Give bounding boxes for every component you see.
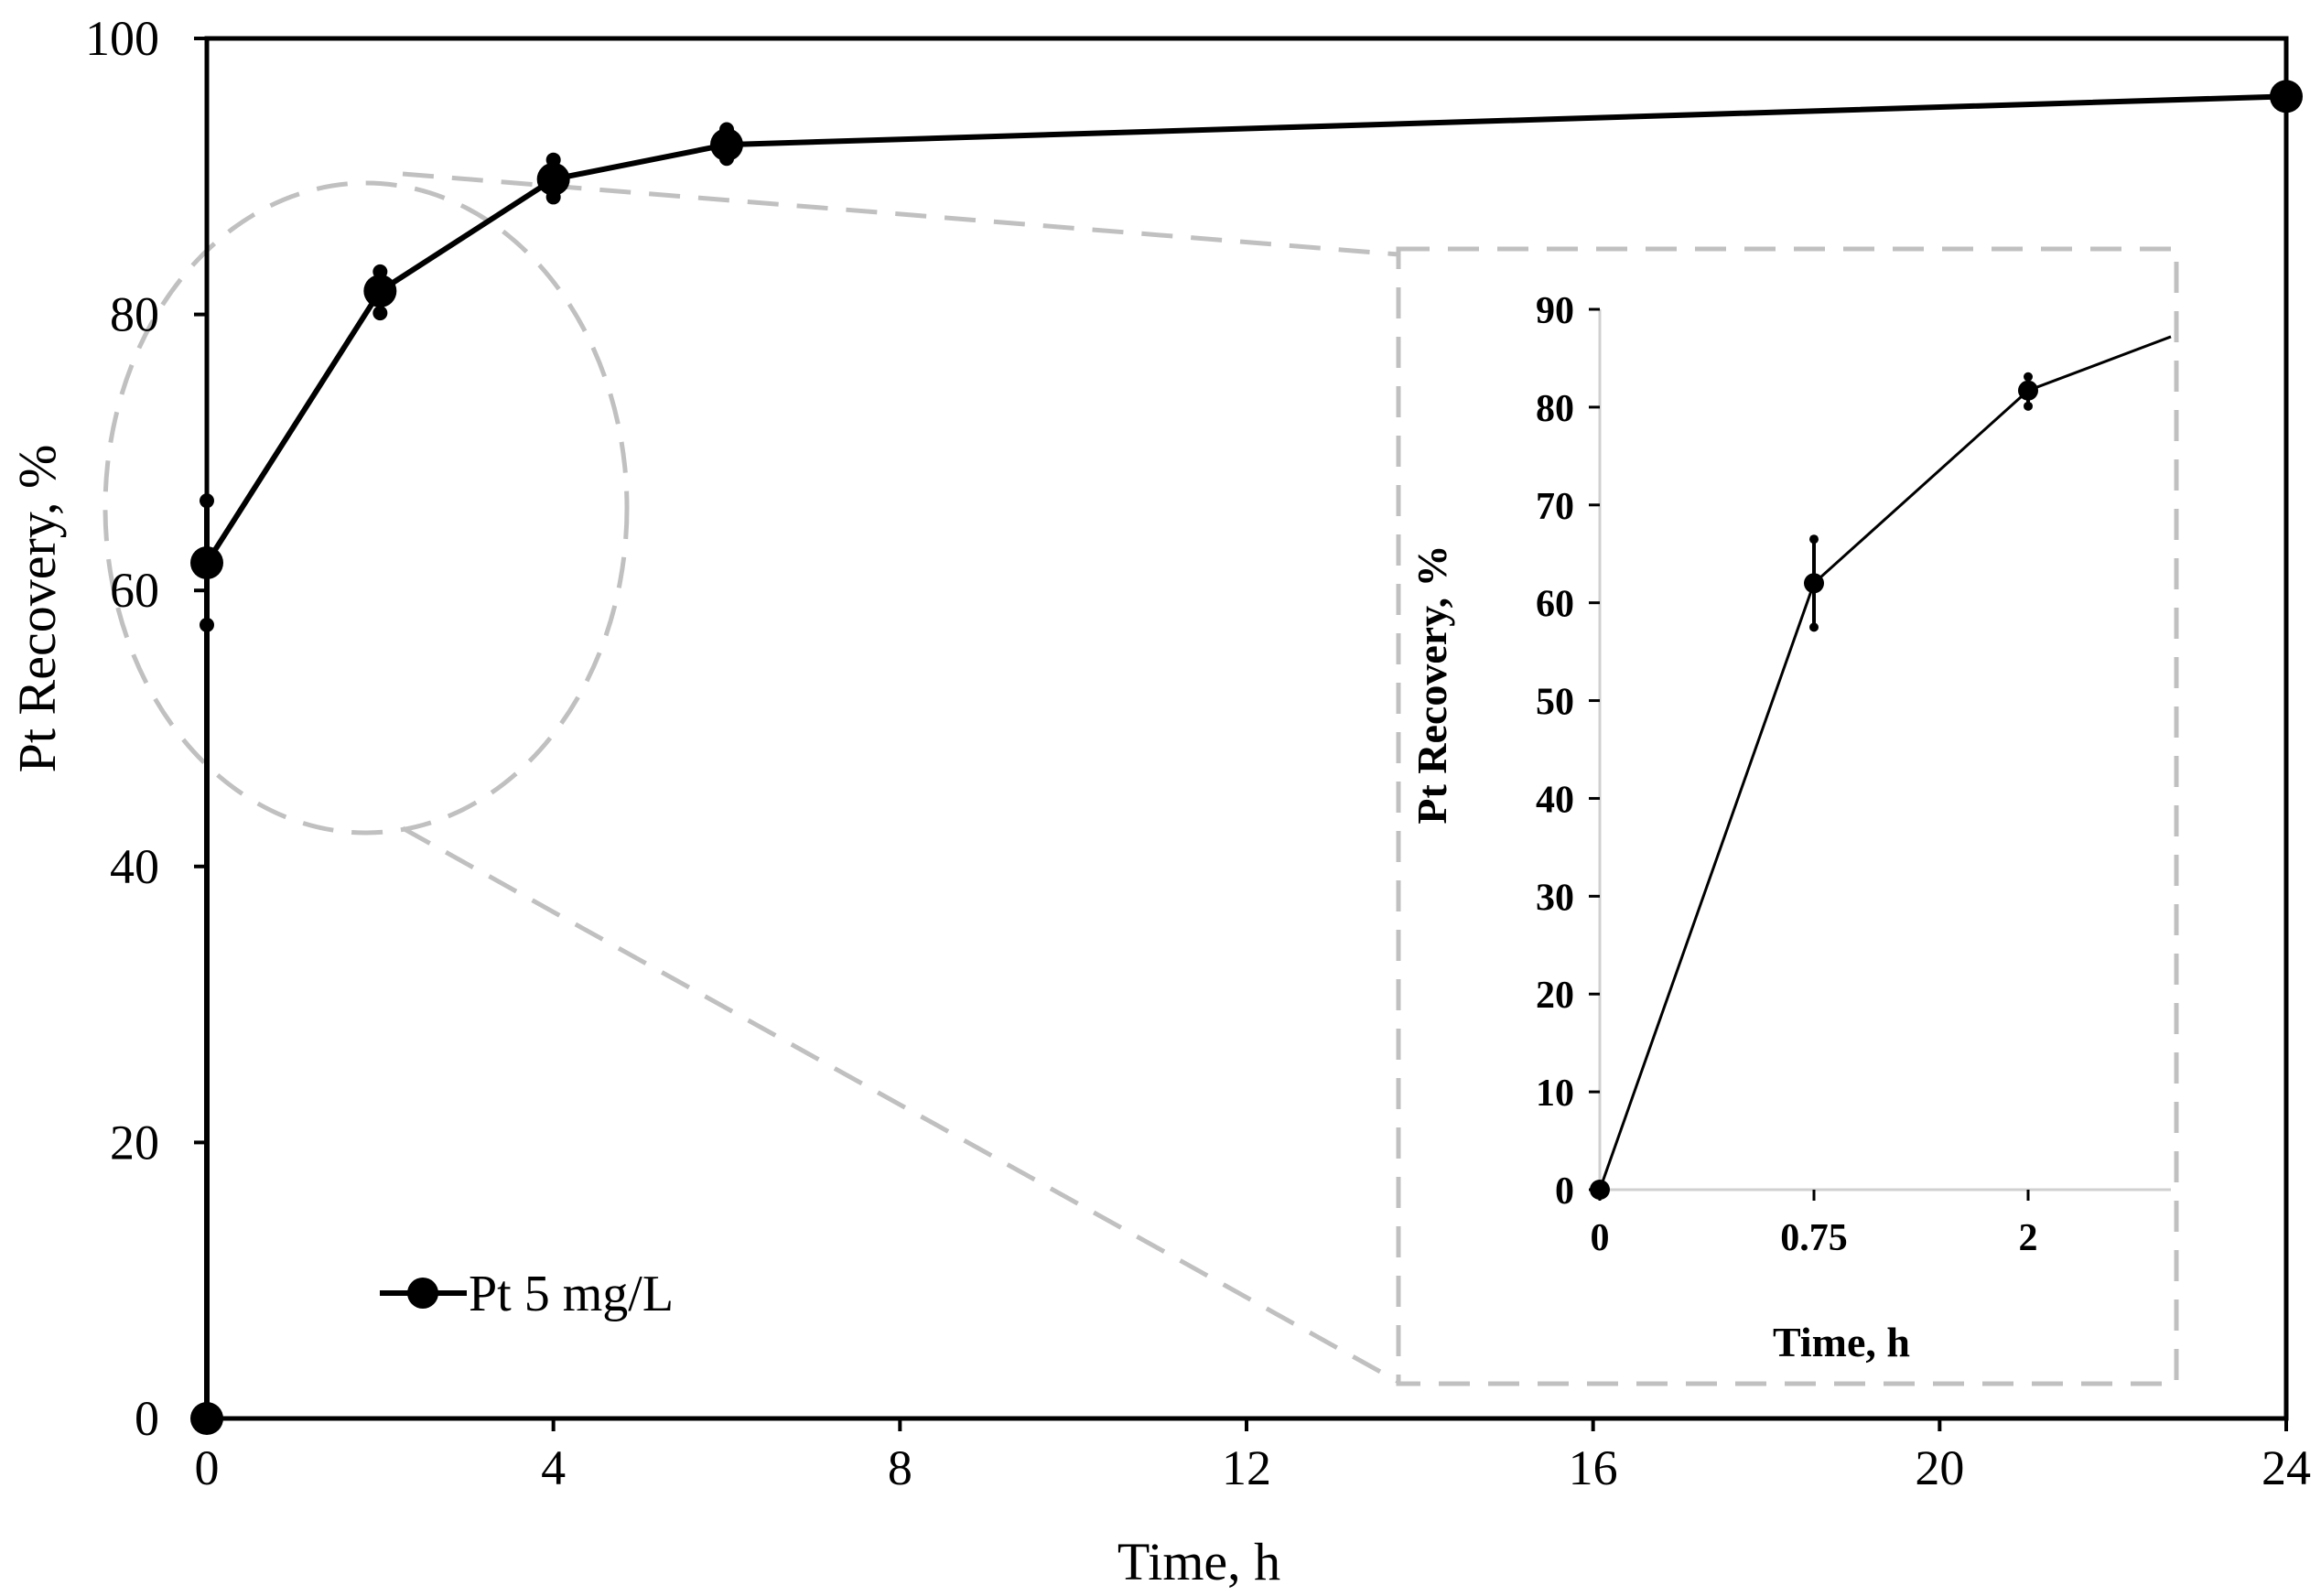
inset-panel	[1396, 246, 2179, 1386]
zoom-connector-top	[402, 171, 1399, 257]
inset-x-tick-label: 0.75	[1780, 1217, 1848, 1259]
main-series-line	[204, 93, 2287, 1418]
inset-y-axis-title: Pt Recovery, %	[1409, 545, 1455, 824]
inset-y-tick-label: 80	[1536, 388, 1574, 430]
main-y-tick-label: 20	[110, 1115, 159, 1170]
main-x-tick-label: 24	[2262, 1440, 2311, 1495]
main-x-tick-label: 16	[1569, 1440, 1618, 1495]
inset-series-line	[1598, 335, 2172, 1191]
main-y-tick-label: 0	[135, 1391, 159, 1446]
main-x-axis-title: Time, h	[1117, 1532, 1280, 1591]
legend-label: Pt 5 mg/L	[469, 1266, 674, 1322]
inset-error-cap	[1809, 534, 1819, 545]
main-x-tick-label: 4	[541, 1440, 566, 1495]
inset-y-tick-label: 40	[1536, 779, 1574, 821]
inset-y-tick-label: 50	[1536, 682, 1574, 724]
main-y-axis-title: Pt Recovery, %	[7, 445, 67, 773]
main-x-tick-label: 8	[888, 1440, 912, 1495]
zoom-connector-bottom	[401, 825, 1400, 1385]
inset-y-tick-label: 10	[1536, 1073, 1574, 1115]
main-x-tick-label: 20	[1915, 1440, 1964, 1495]
main-y-tick-label: 60	[110, 563, 159, 618]
inset-y-tick-label: 0	[1555, 1170, 1574, 1213]
inset-error-cap	[2024, 401, 2033, 411]
inset-y-tick-label: 90	[1536, 290, 1574, 332]
legend-marker	[407, 1278, 438, 1309]
legend: Pt 5 mg/L	[380, 1266, 674, 1322]
main-x-tick-label: 0	[195, 1440, 220, 1495]
inset-data-point	[2018, 380, 2038, 401]
main-y-tick-label: 100	[85, 11, 159, 66]
main-error-cap	[200, 493, 214, 509]
main-error-cap	[372, 306, 388, 321]
main-data-point	[363, 274, 397, 307]
inset-y-tick-label: 60	[1536, 584, 1574, 626]
inset-x-axis-title: Time, h	[1773, 1319, 1910, 1365]
inset-y-tick-label: 20	[1536, 975, 1574, 1017]
inset-error-cap	[1809, 622, 1819, 632]
inset-x-tick-label: 2	[2019, 1217, 2038, 1259]
inset-error-cap	[2024, 372, 2033, 382]
inset-x-tick-label: 0	[1591, 1217, 1610, 1259]
zoom-ellipse	[103, 180, 630, 836]
main-y-tick-label: 80	[110, 287, 159, 342]
main-data-point	[2270, 80, 2303, 113]
main-data-point	[710, 128, 743, 162]
main-data-point	[190, 546, 223, 580]
main-error-cap	[200, 617, 214, 632]
inset-y-tick-label: 30	[1536, 877, 1574, 919]
main-x-tick-label: 12	[1222, 1440, 1271, 1495]
main-y-tick-label: 40	[110, 839, 159, 894]
inset-data-point	[1804, 573, 1824, 594]
main-data-point	[190, 1402, 223, 1435]
inset-y-tick-label: 70	[1536, 486, 1574, 528]
inset-data-point	[1590, 1180, 1610, 1200]
main-data-point	[536, 162, 570, 196]
